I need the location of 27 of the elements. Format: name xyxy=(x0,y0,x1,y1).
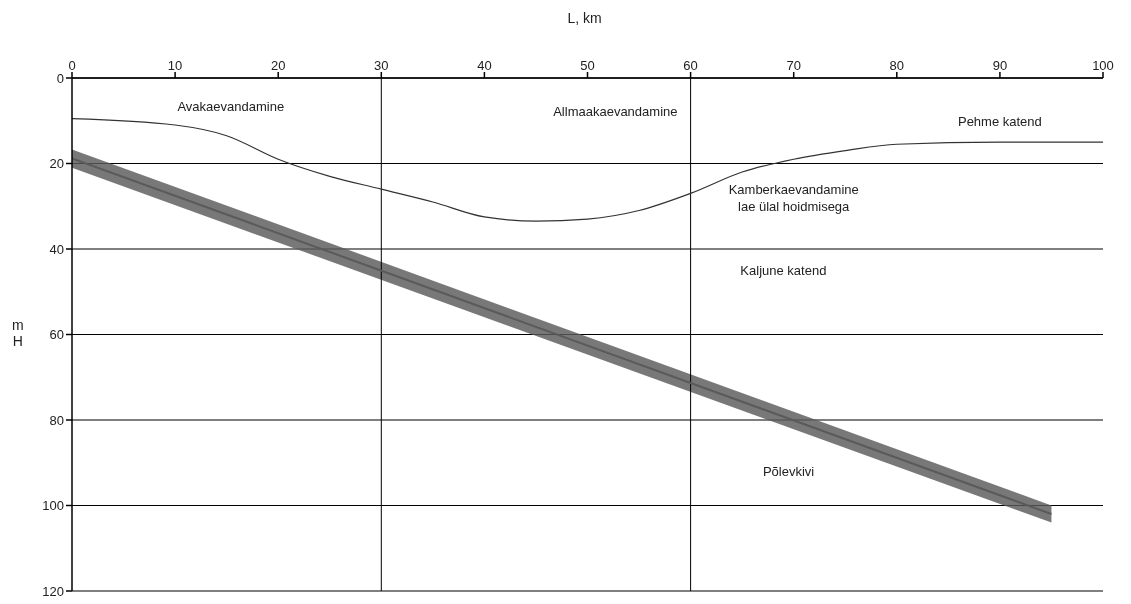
x-tick-label: 100 xyxy=(1092,58,1114,73)
annotation: Põlevkivi xyxy=(762,463,815,479)
x-tick-label: 10 xyxy=(167,58,183,73)
x-tick-label: 20 xyxy=(270,58,286,73)
x-tick-label: 70 xyxy=(786,58,801,73)
annotation: Kaljune katend xyxy=(740,262,827,278)
x-tick-label: 60 xyxy=(683,58,698,73)
x-tick-label: 40 xyxy=(477,58,492,73)
y-tick-label: 60 xyxy=(49,327,64,343)
x-tick-label: 30 xyxy=(374,58,389,73)
x-tick-label: 50 xyxy=(580,58,595,73)
annotation: Pehme katend xyxy=(957,113,1042,129)
y-tick-label: 20 xyxy=(49,156,64,172)
annotation: lae ülal hoidmisega xyxy=(738,198,850,214)
y-axis-title: m H xyxy=(12,316,24,349)
y-tick-label: 40 xyxy=(49,241,64,257)
y-tick-label: 80 xyxy=(49,412,64,428)
y-tick-label: 100 xyxy=(42,498,64,514)
annotation: Kamberkaevandamine xyxy=(728,181,859,197)
annotation: Allmaakaevandamine xyxy=(553,103,678,119)
annotation: Avakaevandamine xyxy=(177,98,285,114)
y-tick-label: 120 xyxy=(42,583,64,599)
x-tick-label: 80 xyxy=(889,58,905,73)
y-tick-label: 0 xyxy=(56,70,64,86)
x-axis-title: L, km xyxy=(567,10,602,26)
x-tick-label: 90 xyxy=(992,58,1008,73)
x-tick-label: 0 xyxy=(68,58,76,73)
